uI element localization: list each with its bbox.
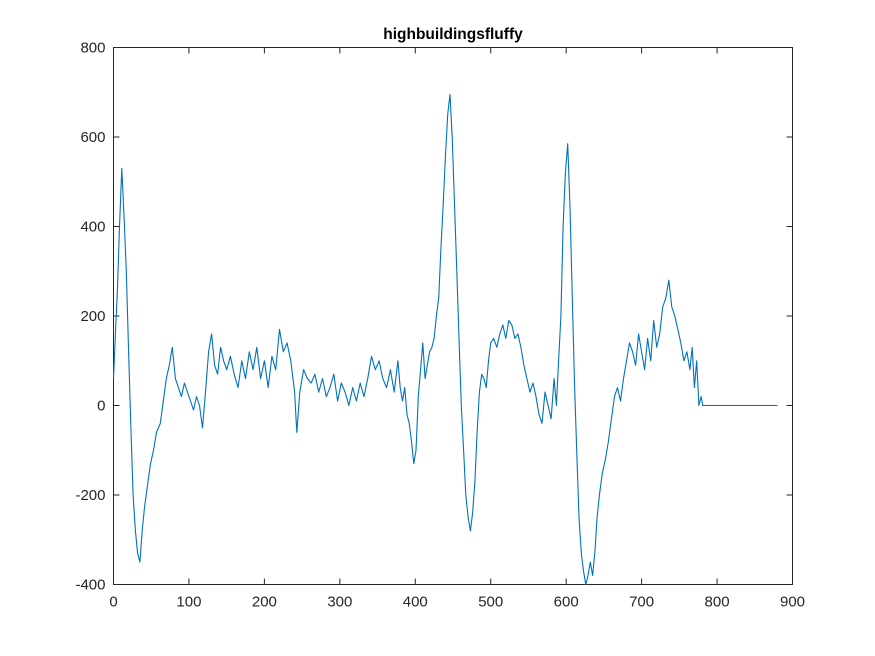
x-tick-label: 900 xyxy=(780,594,805,611)
x-tick-label: 800 xyxy=(705,594,730,611)
x-axis: 0 100 200 300 400 500 600 700 800 900 xyxy=(109,47,805,611)
x-tick-label: 200 xyxy=(252,594,277,611)
x-tick-label: 400 xyxy=(403,594,428,611)
x-tick-label: 600 xyxy=(554,594,579,611)
chart-title: highbuildingsfluffy xyxy=(383,26,523,43)
y-tick-label: -400 xyxy=(75,577,105,594)
x-tick-label: 700 xyxy=(629,594,654,611)
y-tick-label: 800 xyxy=(80,40,105,57)
series-layer xyxy=(112,93,778,586)
y-axis: -400 -200 0 200 400 600 800 xyxy=(75,40,793,594)
y-tick-label: 600 xyxy=(80,129,105,146)
x-tick-label: 100 xyxy=(176,594,201,611)
x-tick-label: 300 xyxy=(327,594,352,611)
x-tick-label: 0 xyxy=(109,594,117,611)
y-tick-label: 0 xyxy=(97,398,105,415)
x-tick-label: 500 xyxy=(478,594,503,611)
y-tick-label: 200 xyxy=(80,308,105,325)
series-line-1 xyxy=(112,93,778,586)
y-tick-label: -200 xyxy=(75,487,105,504)
y-tick-label: 400 xyxy=(80,219,105,236)
